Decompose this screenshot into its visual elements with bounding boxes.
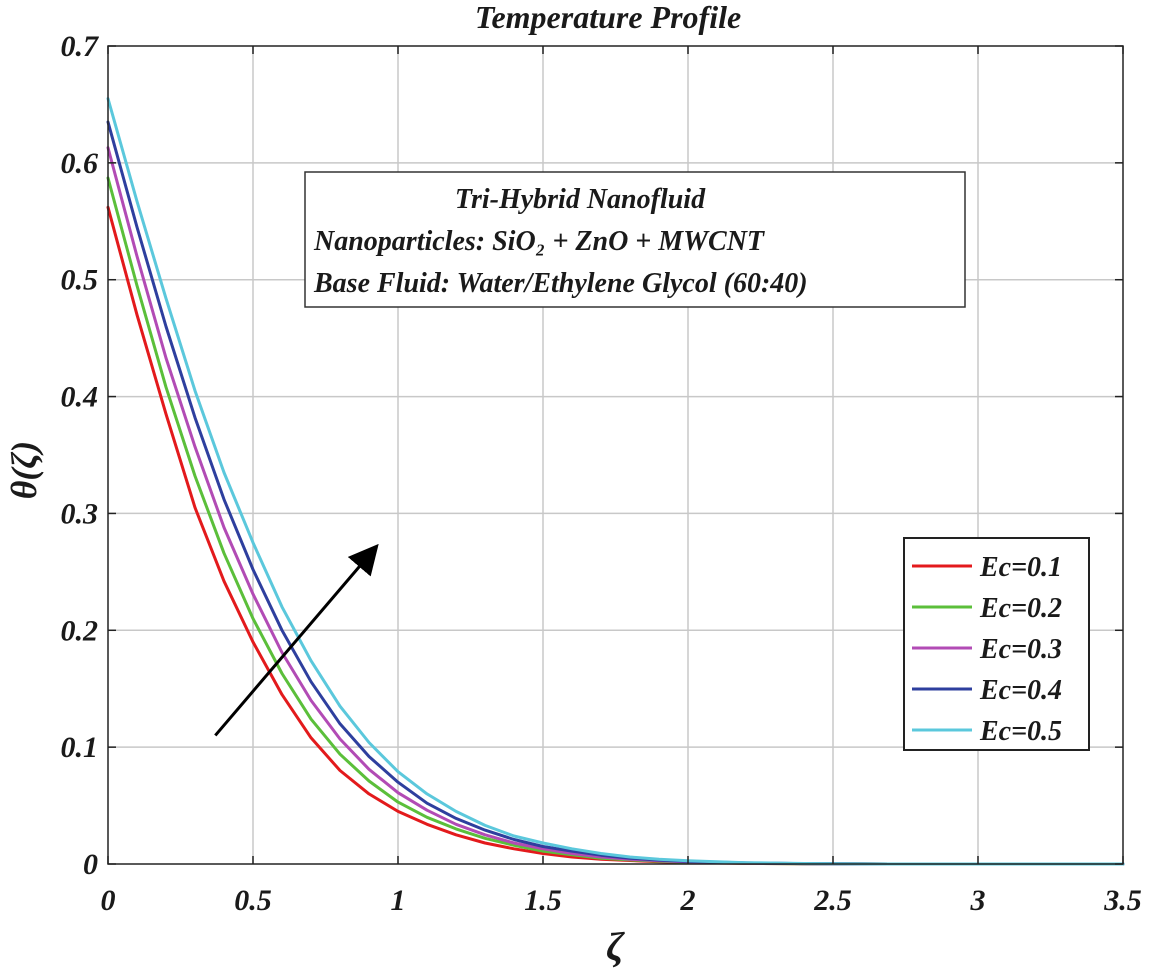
legend-label: Ec=0.2 — [979, 593, 1062, 624]
annotation-box-frame — [304, 171, 966, 308]
legend-label: Ec=0.4 — [979, 675, 1062, 706]
y-tick-label: 0.7 — [61, 30, 100, 63]
chart-title: Temperature Profile — [475, 0, 741, 35]
y-tick-label: 0.5 — [61, 264, 99, 297]
x-tick-label: 3.5 — [1103, 884, 1142, 917]
annotation-line-2: Nanoparticles: SiO₂ + ZnO + MWCNT — [313, 226, 766, 257]
increasing-ec-arrow — [214, 543, 379, 737]
y-tick-label: 0.6 — [61, 147, 99, 180]
y-axis-label: θ(ζ) — [4, 441, 44, 500]
y-tick-label: 0.4 — [61, 381, 99, 414]
annotation-line-3: Base Fluid: Water/Ethylene Glycol (60:40… — [313, 268, 808, 299]
legend-label: Ec=0.3 — [979, 634, 1062, 665]
legend: Ec=0.1 Ec=0.2 Ec=0.3 Ec=0.4 Ec=0.5 — [903, 537, 1090, 751]
plot-frame — [107, 45, 1124, 865]
x-axis-label: ζ — [606, 924, 625, 969]
legend-label: Ec=0.1 — [979, 552, 1062, 583]
axis-ticks: 0 0.5 1 1.5 2 2.5 3 3.5 0 0.1 0.2 0.3 0.4 0.5 0.6 0.7 — [61, 30, 1142, 917]
x-tick-label: 2 — [680, 884, 696, 917]
y-tick-label: 0.3 — [61, 497, 99, 530]
x-tick-label: 0 — [101, 884, 116, 917]
y-tick-label: 0 — [83, 848, 98, 881]
x-tick-label: 1.5 — [524, 884, 562, 917]
y-tick-label: 0.2 — [61, 614, 99, 647]
x-tick-label: 0.5 — [234, 884, 272, 917]
legend-label: Ec=0.5 — [979, 716, 1062, 747]
annotation-line-1: Tri-Hybrid Nanofluid — [455, 184, 706, 215]
annotation-box: Tri-Hybrid Nanofluid Nanoparticles: SiO₂… — [304, 171, 966, 308]
x-tick-label: 2.5 — [813, 884, 852, 917]
legend-frame — [903, 537, 1090, 751]
x-tick-label: 1 — [391, 884, 406, 917]
x-tick-label: 3 — [970, 884, 986, 917]
y-tick-label: 0.1 — [61, 731, 99, 764]
